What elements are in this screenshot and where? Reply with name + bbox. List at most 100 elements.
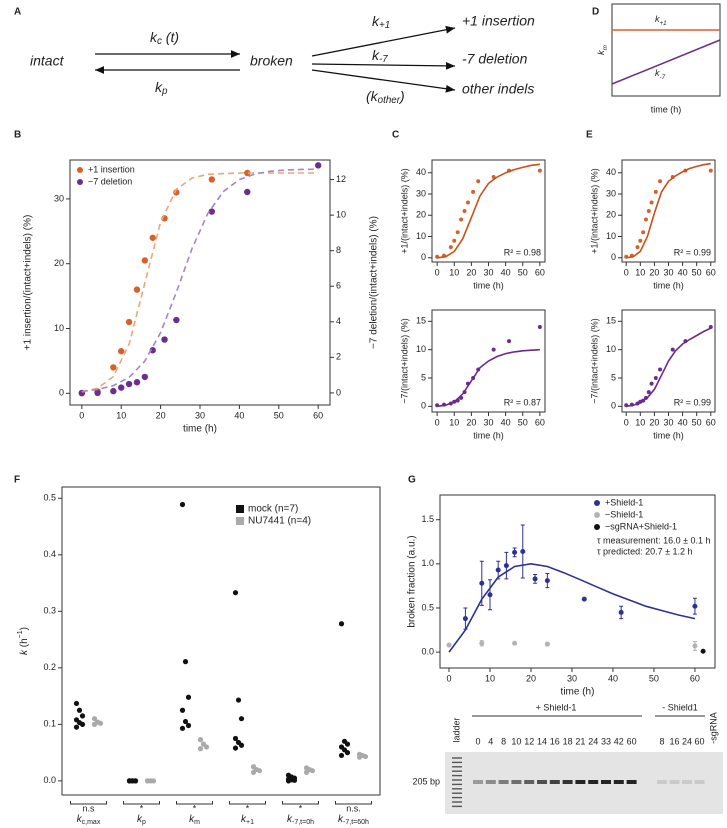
- x-tick-label: 40: [678, 417, 688, 427]
- lane-label: 60: [627, 736, 637, 746]
- y2-tick-label: 8: [336, 245, 341, 255]
- point: [344, 750, 351, 756]
- point: [161, 336, 168, 343]
- x-tick-label: 30: [483, 267, 493, 277]
- x-tick-label: km: [189, 814, 200, 826]
- point: [692, 603, 698, 609]
- point: [653, 189, 658, 194]
- point: [471, 189, 476, 194]
- plot-frame: [439, 494, 716, 669]
- outcome-label: other indels: [462, 81, 534, 97]
- x-tick-label: 0: [447, 673, 452, 683]
- point: [76, 707, 83, 713]
- rate-label-part: ): [398, 88, 405, 104]
- y-axis-label-part: k: [19, 649, 30, 655]
- x-tick-label: 50: [274, 410, 284, 420]
- x-tick-label: 30: [195, 410, 205, 420]
- lane-label: 16: [550, 736, 560, 746]
- point: [700, 648, 706, 654]
- size-label: 205 bp: [412, 776, 440, 786]
- x-tick-label: 0: [624, 417, 629, 427]
- x-tick-label: 10: [449, 417, 459, 427]
- point: [649, 381, 654, 386]
- y-axis-label-part: k: [596, 50, 606, 55]
- lane-label: 12: [524, 736, 534, 746]
- significance-label: *: [246, 803, 250, 813]
- rate-label-part: k: [655, 68, 660, 78]
- bracket: [229, 801, 266, 805]
- legend-marker: [594, 524, 600, 530]
- plot-frame: [61, 486, 381, 796]
- y-tick-label: 0.4: [43, 549, 56, 559]
- point: [182, 718, 189, 725]
- point: [643, 217, 648, 222]
- rate-label-part: other: [378, 95, 401, 106]
- point: [635, 245, 640, 250]
- bracket: [123, 801, 160, 805]
- point: [646, 390, 651, 395]
- point: [692, 643, 698, 649]
- y-axis-label: +1 insertion/(intact+indels) (%): [23, 215, 34, 351]
- y-axis-label: −7/(intact+indels) (%): [589, 318, 599, 404]
- y-axis-label-part: −1: [17, 630, 24, 638]
- y-axis-label: broken fraction (a.u.): [407, 535, 418, 627]
- y2-axis-label: −7 deletion/(intact+indels) (%): [369, 216, 380, 349]
- rate-label: k+1: [372, 13, 390, 31]
- gel-band: [473, 780, 483, 784]
- x-tick-label: 60: [706, 417, 716, 427]
- point: [653, 376, 658, 380]
- y-tick-label: 10: [606, 344, 616, 354]
- x-tick-label: 60: [535, 417, 545, 427]
- arrow: [311, 61, 456, 70]
- y-tick-label: 30: [416, 188, 426, 198]
- panel-a-arrows: [95, 25, 456, 93]
- point: [314, 162, 322, 169]
- x-tick-label-part: k: [137, 814, 143, 825]
- point: [238, 742, 245, 748]
- plot-frame: [69, 159, 331, 406]
- point: [197, 746, 204, 752]
- arrow: [311, 69, 456, 93]
- point: [125, 318, 133, 326]
- x-tick-label: 20: [526, 673, 536, 683]
- state-label: intact: [30, 53, 65, 69]
- rate-label-part: k: [372, 47, 380, 63]
- gel-band: [511, 780, 522, 784]
- x-tick-label: 10: [116, 410, 126, 420]
- x-axis-label: time (h): [653, 430, 684, 440]
- panel-label: D: [592, 7, 599, 18]
- x-tick-label: 50: [518, 267, 528, 277]
- point: [179, 725, 186, 731]
- point: [658, 367, 663, 372]
- lane-label: 8: [501, 736, 506, 746]
- x-tick-label: 0: [435, 267, 440, 277]
- gel-band: [498, 780, 509, 784]
- gel-band: [626, 780, 637, 784]
- gel-band: [549, 780, 560, 784]
- point: [244, 188, 251, 196]
- bracket: [176, 801, 213, 805]
- point: [649, 200, 654, 205]
- y-tick-label: 30: [606, 188, 616, 198]
- gel-band: [485, 780, 496, 784]
- x-tick-label-part: m: [194, 819, 200, 826]
- panel-d-schematic: [611, 3, 721, 97]
- significance-label: *: [299, 803, 303, 813]
- y-tick-label: 10: [606, 231, 616, 241]
- rate-label: kc (t): [150, 29, 179, 47]
- x-tick-label: 20: [649, 417, 659, 427]
- fit-line: [436, 348, 540, 408]
- y-tick-label: 1.0: [421, 558, 434, 568]
- legend-marker: [77, 179, 83, 185]
- point: [285, 778, 292, 784]
- point: [452, 238, 457, 243]
- point: [185, 694, 192, 700]
- lane-label: 24: [588, 736, 598, 746]
- x-tick-label: 40: [501, 267, 511, 277]
- point: [446, 642, 452, 648]
- x-axis-label: time (h): [473, 280, 504, 290]
- point: [182, 659, 189, 665]
- lane-group-label: ladder: [451, 717, 461, 742]
- point: [581, 596, 587, 602]
- lane-label: 10: [511, 736, 521, 746]
